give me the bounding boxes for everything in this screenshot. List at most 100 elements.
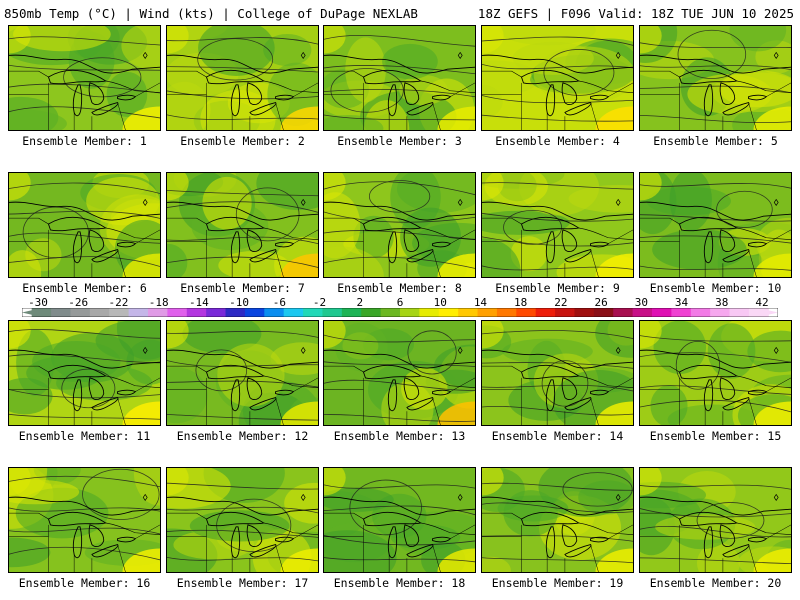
- temperature-field: [324, 468, 475, 572]
- temperature-field: [167, 321, 318, 425]
- colorbar-swatch: [264, 308, 285, 317]
- ensemble-member-label: Ensemble Member: 20: [649, 576, 782, 590]
- ensemble-member-map: [8, 172, 161, 278]
- temperature-colorbar: [22, 308, 778, 317]
- temperature-field: [482, 173, 633, 277]
- colorbar-swatch: [535, 308, 556, 317]
- colorbar-swatch: [690, 308, 711, 317]
- ensemble-member-map: [639, 320, 792, 426]
- temperature-field: [640, 468, 791, 572]
- map-title: 850mb Temp (°C) | Wind (kts) | College o…: [4, 6, 418, 21]
- ensemble-member-label: Ensemble Member: 6: [22, 281, 147, 295]
- temperature-field: [167, 26, 318, 130]
- colorbar-swatch: [341, 308, 362, 317]
- colorbar-swatch: [361, 308, 382, 317]
- colorbar-labels: -30 -26 -22 -18 -14 -10 -6 -2 2 6 10 14 18 22 26 30 34 38…: [22, 296, 778, 309]
- colorbar-swatch: [322, 308, 343, 317]
- ensemble-member-label: Ensemble Member: 7: [180, 281, 305, 295]
- colorbar-tick-label: -18: [148, 296, 169, 309]
- colorbar-tick-label: 30: [634, 296, 648, 309]
- ensemble-member-map: [166, 25, 319, 131]
- colorbar-tick-label: -14: [188, 296, 209, 309]
- colorbar-swatch: [206, 308, 227, 317]
- colorbar-swatch: [593, 308, 614, 317]
- colorbar-swatch: [167, 308, 188, 317]
- ensemble-member-map: [639, 467, 792, 573]
- ensemble-member-map: [8, 320, 161, 426]
- colorbar-swatch: [51, 308, 71, 317]
- colorbar-swatch: [128, 308, 149, 317]
- ensemble-member-label: Ensemble Member: 16: [18, 576, 151, 590]
- temperature-field: [482, 26, 633, 130]
- colorbar-tick-label: 10: [433, 296, 447, 309]
- temperature-field: [9, 468, 160, 572]
- colorbar-swatch: [438, 308, 459, 317]
- colorbar-swatch: [89, 308, 110, 317]
- run-valid-time: 18Z GEFS | F096 Valid: 18Z TUE JUN 10 20…: [477, 6, 794, 21]
- temperature-field: [640, 173, 791, 277]
- temperature-field: [9, 26, 160, 130]
- ensemble-member-map: [323, 320, 476, 426]
- ensemble-member-map: [481, 320, 634, 426]
- ensemble-member-label: Ensemble Member: 4: [495, 134, 620, 148]
- ensemble-member-map: [166, 467, 319, 573]
- ensemble-member-label: Ensemble Member: 9: [495, 281, 620, 295]
- colorbar-swatch: [303, 308, 323, 317]
- colorbar-tick-label: 14: [473, 296, 488, 309]
- colorbar-swatch: [652, 308, 672, 317]
- colorbar-swatch: [516, 308, 537, 317]
- colorbar-swatch: [613, 308, 634, 317]
- colorbar-swatch: [496, 308, 517, 317]
- ensemble-member-map: [481, 467, 634, 573]
- colorbar-tick-label: 2: [356, 296, 364, 309]
- temperature-field: [324, 173, 475, 277]
- colorbar-tick-label: 26: [594, 296, 608, 309]
- ensemble-member-label: Ensemble Member: 13: [333, 429, 466, 443]
- temperature-field: [482, 468, 633, 572]
- temperature-field: [324, 26, 475, 130]
- ensemble-member-label: Ensemble Member: 17: [176, 576, 309, 590]
- ensemble-member-map: [166, 172, 319, 278]
- temperature-field: [640, 26, 791, 130]
- temperature-field: [9, 321, 160, 425]
- colorbar-swatch: [380, 308, 401, 317]
- ensemble-member-label: Ensemble Member: 1: [22, 134, 147, 148]
- ensemble-member-map: [8, 25, 161, 131]
- colorbar-tick-label: -30: [28, 296, 48, 309]
- colorbar-swatch: [148, 308, 168, 317]
- colorbar-arrow-right: [758, 308, 778, 317]
- colorbar-tick-label: -2: [312, 296, 327, 309]
- ensemble-member-label: Ensemble Member: 2: [180, 134, 305, 148]
- ensemble-member-label: Ensemble Member: 19: [491, 576, 624, 590]
- temperature-field: [167, 468, 318, 572]
- ensemble-member-label: Ensemble Member: 18: [333, 576, 466, 590]
- ensemble-member-map: [639, 25, 792, 131]
- colorbar-tick-label: 38: [715, 296, 729, 309]
- ensemble-member-label: Ensemble Member: 14: [491, 429, 624, 443]
- colorbar-swatch: [244, 308, 265, 317]
- colorbar-tick-label: -26: [68, 296, 89, 309]
- colorbar-tick-label: 42: [755, 296, 769, 309]
- temperature-field: [167, 173, 318, 277]
- colorbar-swatch: [225, 308, 246, 317]
- ensemble-member-label: Ensemble Member: 5: [653, 134, 778, 148]
- ensemble-member-map: [166, 320, 319, 426]
- colorbar-tick-label: 34: [674, 296, 689, 309]
- colorbar-swatch: [70, 308, 91, 317]
- colorbar-swatch: [400, 308, 420, 317]
- colorbar-tick-label: 18: [514, 296, 528, 309]
- colorbar-swatch: [632, 308, 653, 317]
- ensemble-member-map: [8, 467, 161, 573]
- colorbar-swatch: [555, 308, 575, 317]
- colorbar-tick-label: 22: [554, 296, 568, 309]
- ensemble-member-map: [639, 172, 792, 278]
- colorbar-tick-label: -10: [229, 296, 250, 309]
- temperature-field: [9, 173, 160, 277]
- temperature-field: [482, 321, 633, 425]
- colorbar-swatch: [283, 308, 304, 317]
- ensemble-member-map: [323, 467, 476, 573]
- ensemble-member-label: Ensemble Member: 11: [18, 429, 151, 443]
- ensemble-member-map: [323, 172, 476, 278]
- colorbar-swatch: [574, 308, 595, 317]
- ensemble-member-label: Ensemble Member: 8: [337, 281, 462, 295]
